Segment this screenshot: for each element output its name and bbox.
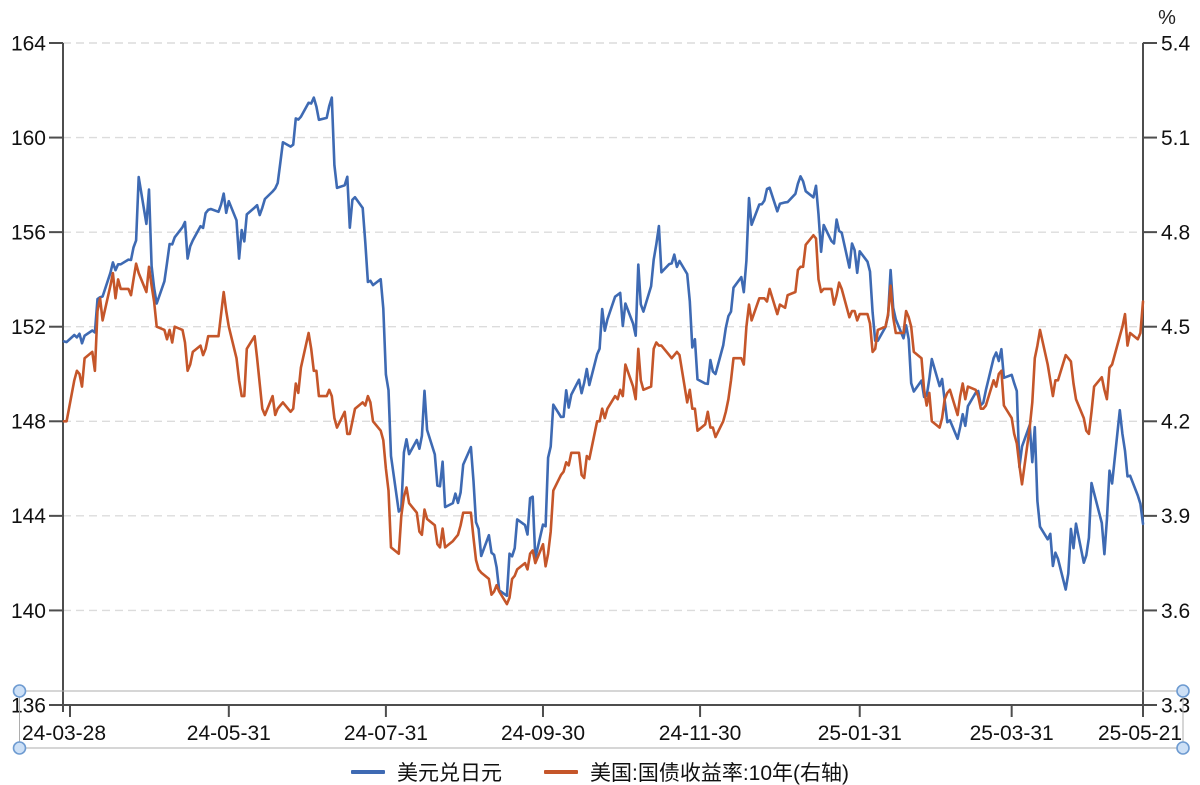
right-axis: 5.4 5.1 4.8 4.5 4.2 3.9 3.6 3.3% xyxy=(1143,7,1191,717)
x-axis-tick-label: 24-03-28 xyxy=(22,722,106,745)
usdjpy-legend-label: 美元兑日元 xyxy=(396,762,502,785)
selection-handle[interactable] xyxy=(1176,741,1190,755)
x-axis-tick-label: 25-05-21 xyxy=(1098,722,1182,745)
right-axis-tick-label: 5.1 xyxy=(1161,127,1190,150)
legend-item-ust10y[interactable]: 美国:国债收益率:10年(右轴) xyxy=(543,757,849,785)
gridlines xyxy=(63,42,1143,612)
ust10y-legend-label: 美国:国债收益率:10年(右轴) xyxy=(589,762,849,785)
right-axis-tick-label: 4.5 xyxy=(1161,316,1190,339)
selection-handle[interactable] xyxy=(1176,684,1190,698)
right-axis-tick-label: 4.2 xyxy=(1161,411,1190,434)
left-axis-tick-label: 148 xyxy=(11,411,46,434)
ust10y-line-swatch xyxy=(543,769,578,775)
right-axis-unit-label: % xyxy=(1158,7,1176,29)
chart-legend: 美元兑日元 美国:国债收益率:10年(右轴) xyxy=(0,757,1200,785)
x-axis-tick-label: 25-03-31 xyxy=(970,722,1054,745)
left-axis-tick-label: 152 xyxy=(11,316,46,339)
left-axis-tick-label: 144 xyxy=(11,505,46,528)
selection-handle[interactable] xyxy=(12,684,27,698)
right-axis-tick-label: 5.4 xyxy=(1161,32,1191,55)
x-axis-tick-label: 24-05-31 xyxy=(187,722,271,745)
left-axis-tick-label: 160 xyxy=(11,127,46,150)
x-axis-tick-label: 24-09-30 xyxy=(501,722,585,745)
right-axis-tick-label: 3.3 xyxy=(1161,694,1190,717)
x-axis-selection-box[interactable] xyxy=(12,684,1190,755)
right-axis-tick-label: 3.9 xyxy=(1161,505,1190,528)
left-axis-tick-label: 140 xyxy=(11,600,46,623)
axes xyxy=(62,43,1144,717)
right-axis-tick-label: 3.6 xyxy=(1161,600,1190,623)
x-axis-tick-label: 25-01-31 xyxy=(818,722,902,745)
x-axis: 24-03-28 24-05-31 24-07-31 24-09-30 24-11-30… xyxy=(22,705,1182,745)
x-axis-tick-label: 24-11-30 xyxy=(659,722,742,745)
left-axis-tick-label: 136 xyxy=(11,694,46,717)
left-axis: 164 160 156 152 148 144 140 136 xyxy=(11,32,63,717)
usdjpy-line-swatch xyxy=(350,769,385,775)
right-axis-tick-label: 4.8 xyxy=(1161,221,1190,244)
left-axis-tick-label: 156 xyxy=(11,221,46,244)
x-axis-tick-label: 24-07-31 xyxy=(344,722,428,745)
left-axis-tick-label: 164 xyxy=(11,32,46,55)
ust10y-line xyxy=(62,234,1145,606)
selection-handle[interactable] xyxy=(12,741,27,755)
legend-item-usdjpy[interactable]: 美元兑日元 xyxy=(350,757,502,785)
usdjpy-line xyxy=(62,96,1145,598)
